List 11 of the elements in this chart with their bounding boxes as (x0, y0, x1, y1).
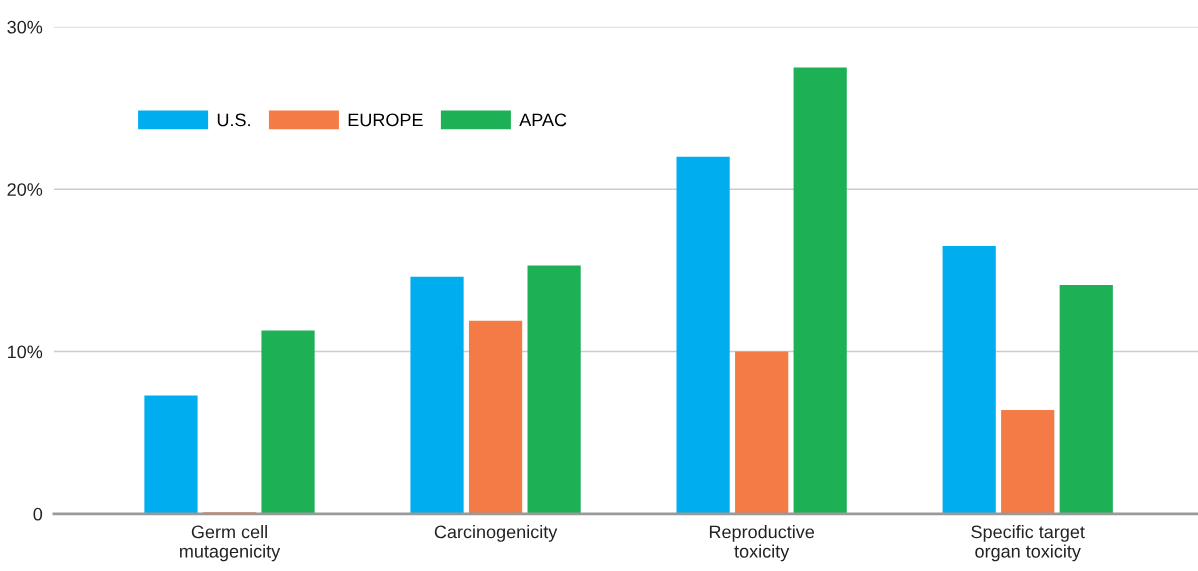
legend-label: APAC (519, 113, 567, 127)
y-tick-label: 0 (33, 507, 43, 521)
y-tick-label: 10% (8, 345, 43, 359)
legend-label: U.S. (217, 113, 250, 127)
legend-label: EUROPE (348, 113, 423, 127)
y-tick-label: 30% (7, 20, 43, 34)
x-tick-label: Specific target organ toxicity (971, 525, 1085, 562)
x-tick-label: Carcinogenicity (434, 525, 558, 542)
y-tick-label: 20% (7, 183, 43, 196)
x-tick-label: Reproductive toxicity (709, 525, 815, 562)
x-tick-label: Germ cell mutagenicity (180, 525, 281, 562)
